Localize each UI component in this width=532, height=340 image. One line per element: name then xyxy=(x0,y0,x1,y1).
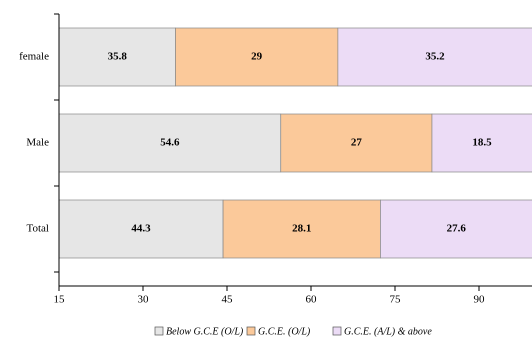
y-tick-label: female xyxy=(19,51,49,63)
legend-label: G.C.E. (A/L) & above xyxy=(344,326,432,337)
value-label: 35.2 xyxy=(425,51,445,63)
value-label: 54.6 xyxy=(160,137,180,149)
bar-segment xyxy=(59,199,224,259)
bar-segment xyxy=(280,113,433,173)
x-tick-label: 30 xyxy=(138,294,150,306)
legend-swatch xyxy=(246,326,256,336)
y-tick-label: Male xyxy=(26,137,49,149)
legend-swatch xyxy=(332,326,342,336)
value-label: 27 xyxy=(351,137,363,149)
value-label: 27.6 xyxy=(447,223,467,235)
bar-segment xyxy=(380,199,532,259)
bar-segment xyxy=(222,199,381,259)
bar-segment xyxy=(431,113,532,173)
bar-segment xyxy=(337,27,532,87)
plot-area xyxy=(59,27,532,259)
value-label: 35.8 xyxy=(108,51,128,63)
value-label: 18.5 xyxy=(472,137,492,149)
legend-label: Below G.C.E (O/L) xyxy=(166,326,244,337)
x-tick-label: 60 xyxy=(306,294,318,306)
bar-segment xyxy=(175,27,339,87)
bar-segment xyxy=(59,113,282,173)
x-tick-label: 75 xyxy=(390,294,402,306)
value-label: 28.1 xyxy=(292,223,311,235)
x-tick-label: 45 xyxy=(222,294,234,306)
bar-segment xyxy=(59,27,176,87)
value-label: 44.3 xyxy=(131,223,151,235)
value-label: 29 xyxy=(251,51,263,63)
y-tick-label: Total xyxy=(27,223,49,235)
legend-swatch xyxy=(154,326,164,336)
x-tick-label: 90 xyxy=(474,294,486,306)
legend-label: G.C.E. (O/L) xyxy=(258,326,311,337)
x-tick-label: 15 xyxy=(54,294,66,306)
